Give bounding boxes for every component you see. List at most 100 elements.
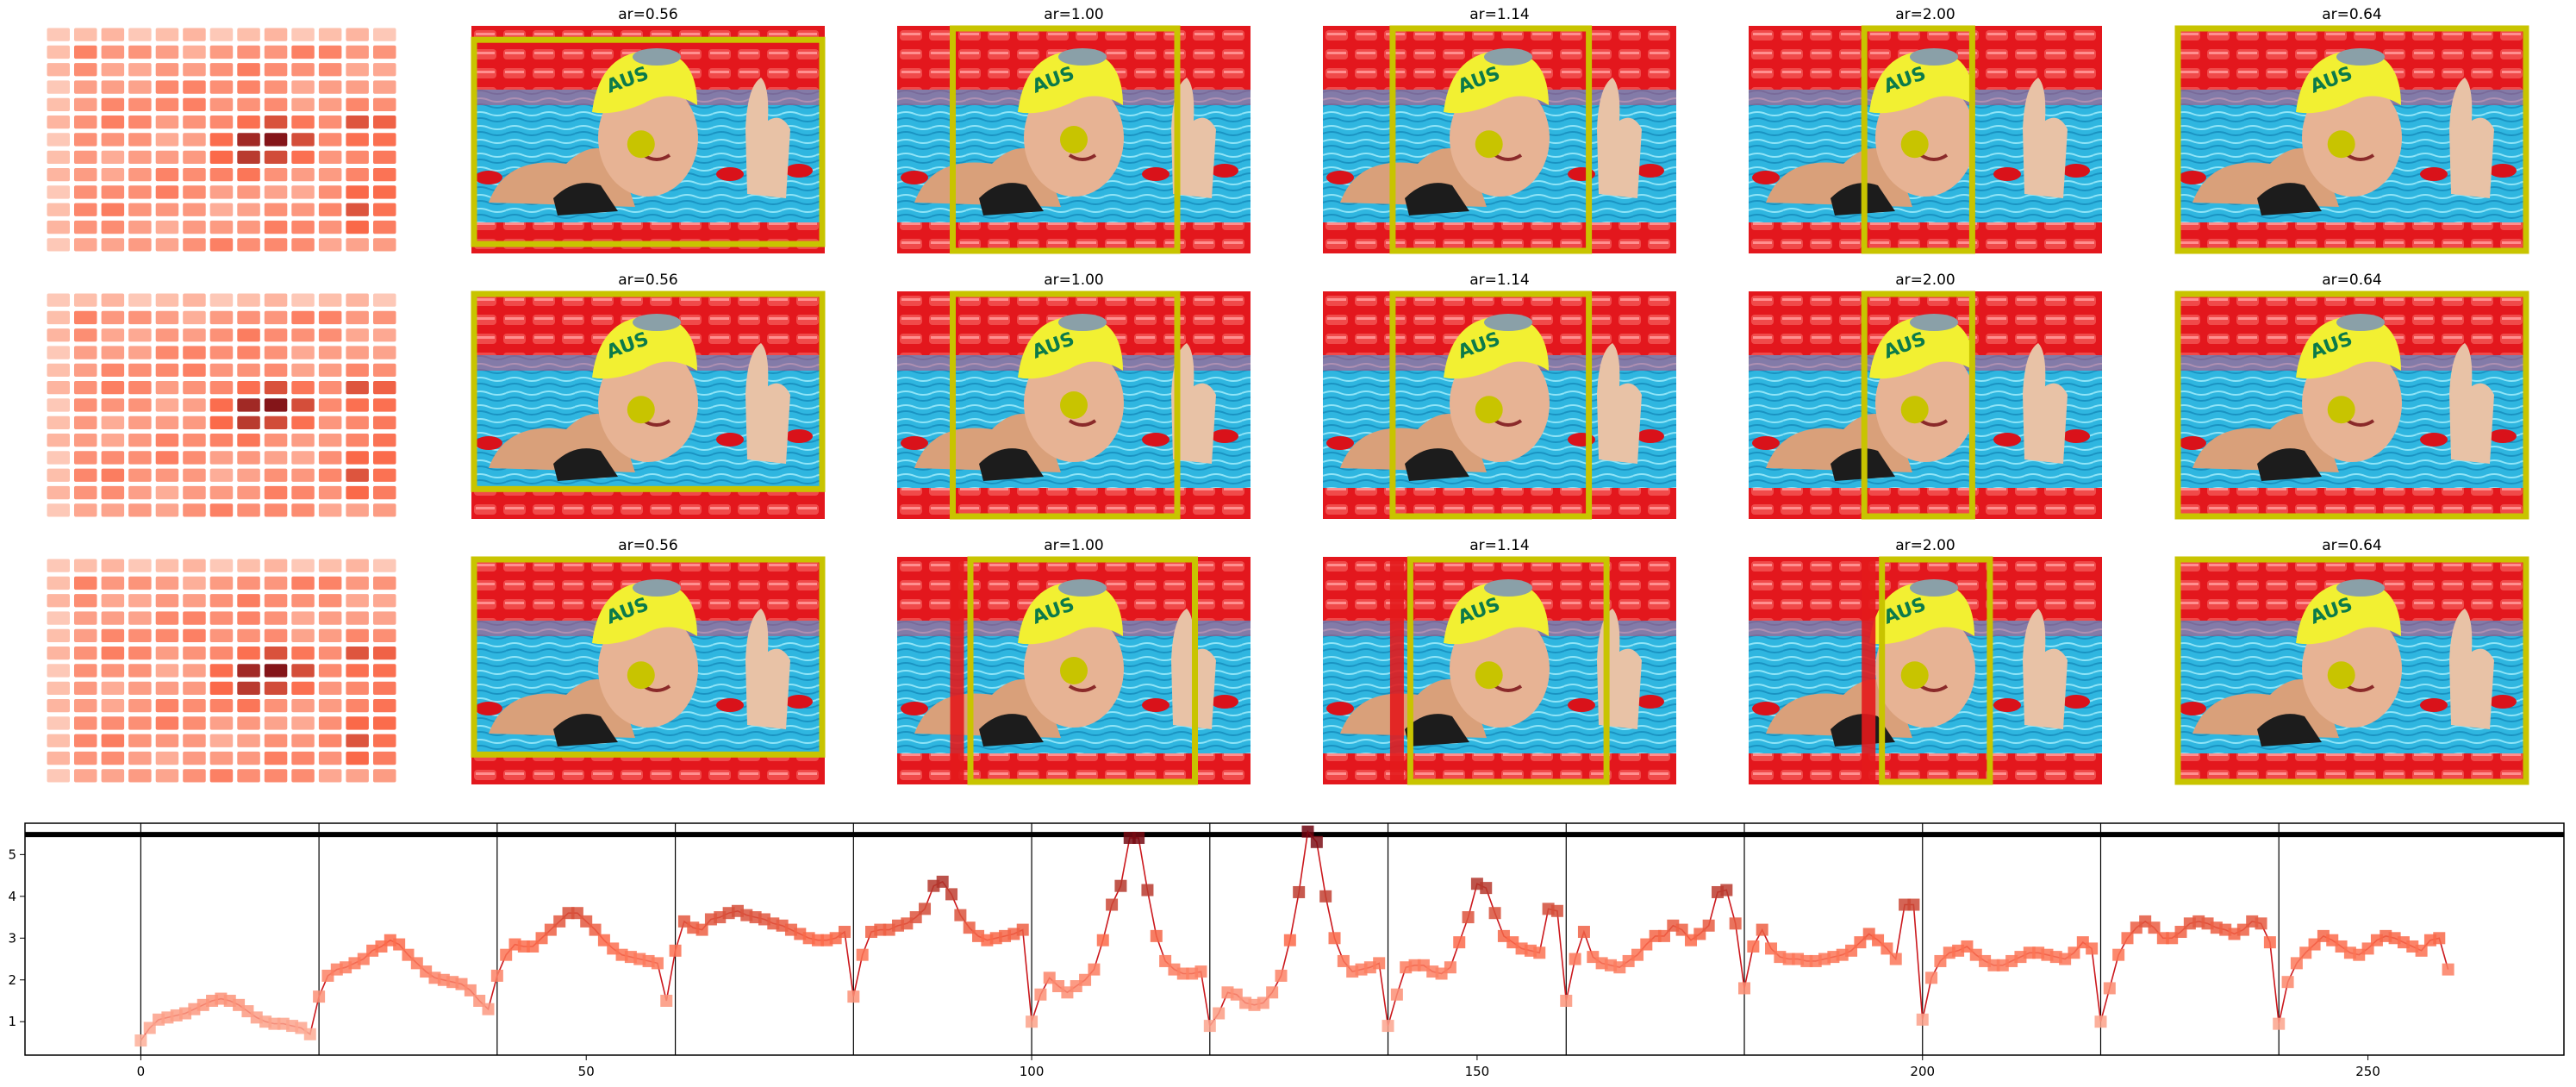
heatmap-cell <box>237 168 260 182</box>
heatmap-cell <box>74 415 97 429</box>
data-point-marker <box>1675 923 1688 936</box>
heatmap-cell <box>47 503 70 517</box>
heatmap-cell <box>373 559 396 572</box>
heatmap-cell <box>74 293 97 307</box>
heatmap-cell <box>373 45 396 59</box>
heatmap-cell <box>74 133 97 147</box>
data-point-marker <box>1702 919 1715 932</box>
heatmap-cell <box>346 398 369 412</box>
data-point-marker <box>1729 917 1742 930</box>
heatmap-cell <box>183 503 206 517</box>
data-point-marker <box>945 888 958 901</box>
heatmap-cell <box>237 559 260 572</box>
heatmap-cell <box>291 699 315 713</box>
heatmap-cell <box>74 185 97 199</box>
data-point-marker <box>1756 923 1768 936</box>
heatmap-cell <box>318 28 342 41</box>
heatmap-cell <box>155 647 179 660</box>
heatmap-cell <box>74 664 97 678</box>
heatmap-cell <box>318 150 342 164</box>
heatmap-cell <box>183 97 206 111</box>
heatmap-cell <box>183 185 206 199</box>
heatmap-cell <box>264 293 288 307</box>
heatmap-cell <box>373 594 396 608</box>
heatmap-cell <box>47 734 70 747</box>
heatmap-cell <box>101 485 125 500</box>
heatmap-cell <box>318 398 342 412</box>
heatmap-cell <box>155 451 179 465</box>
heatmap-cell <box>346 185 369 199</box>
heatmap-cell <box>291 716 315 730</box>
heatmap-cell <box>237 116 260 129</box>
heatmap-cell <box>74 363 97 377</box>
heatmap-cell <box>47 681 70 695</box>
heatmap-cell <box>318 346 342 359</box>
heatmap-cell <box>74 381 97 395</box>
heatmap-cell <box>47 398 70 412</box>
heatmap-cell <box>291 451 315 465</box>
data-point-marker <box>1257 996 1269 1009</box>
heatmap-cell <box>373 628 396 642</box>
heatmap-cell <box>47 133 70 147</box>
panel-title: ar=1.14 <box>1469 272 1530 289</box>
heatmap-cell <box>74 45 97 59</box>
data-point-marker <box>1194 965 1207 978</box>
heatmap-cell <box>373 734 396 747</box>
heatmap-cell <box>101 346 125 359</box>
data-point-marker <box>1382 1020 1394 1033</box>
heatmap-cell <box>264 751 288 765</box>
heatmap-cell <box>264 63 288 77</box>
data-point-marker <box>1275 969 1288 982</box>
panel-title: ar=2.00 <box>1895 6 1955 23</box>
heatmap-cell <box>209 363 234 377</box>
heatmap-cell <box>183 664 206 678</box>
heatmap-cell <box>237 468 260 482</box>
heatmap-cell <box>209 647 234 660</box>
data-point-marker <box>1079 973 1092 986</box>
heatmap-cell <box>237 576 260 590</box>
heatmap-cell <box>237 381 260 395</box>
heatmap-cell <box>74 220 97 234</box>
heatmap-cell <box>373 451 396 465</box>
heatmap-cell <box>155 769 179 783</box>
focus-dot <box>627 396 655 424</box>
heatmap-cell <box>74 485 97 500</box>
heatmap-cell <box>209 328 234 342</box>
heatmap-cell <box>101 451 125 465</box>
heatmap-cell <box>264 769 288 783</box>
heatmap-cell <box>264 468 288 482</box>
heatmap-cell <box>101 203 125 216</box>
heatmap-cell <box>155 328 179 342</box>
data-point-marker <box>1488 907 1501 920</box>
panel-title: ar=0.56 <box>618 537 678 554</box>
heatmap-cell <box>47 150 70 164</box>
heatmap-cell <box>155 133 179 147</box>
heatmap-cell <box>47 647 70 660</box>
heatmap-cell <box>291 97 315 111</box>
data-point-marker <box>1453 936 1466 949</box>
heatmap-cell <box>318 503 342 517</box>
heatmap-cell <box>318 185 342 199</box>
heatmap-cell <box>346 485 369 500</box>
heatmap-cell <box>74 434 97 447</box>
heatmap-cell <box>128 220 152 234</box>
y-tick-label: 1 <box>8 1014 16 1029</box>
heatmap-cell <box>264 576 288 590</box>
heatmap-cell <box>346 238 369 252</box>
heatmap-cell <box>183 293 206 307</box>
heatmap-cell <box>47 381 70 395</box>
heatmap-cell <box>47 716 70 730</box>
heatmap-cell <box>47 220 70 234</box>
data-point-marker <box>919 903 932 915</box>
heatmap-cell <box>128 647 152 660</box>
heatmap-cell <box>47 203 70 216</box>
heatmap-cell <box>373 168 396 182</box>
heatmap-cell <box>318 45 342 59</box>
crop-marker <box>1862 557 1876 784</box>
heatmap-cell <box>291 664 315 678</box>
panel-title: ar=0.56 <box>618 272 678 289</box>
heatmap-cell <box>291 681 315 695</box>
heatmap-cell <box>101 328 125 342</box>
heatmap-cell <box>346 415 369 429</box>
heatmap-cell <box>373 220 396 234</box>
